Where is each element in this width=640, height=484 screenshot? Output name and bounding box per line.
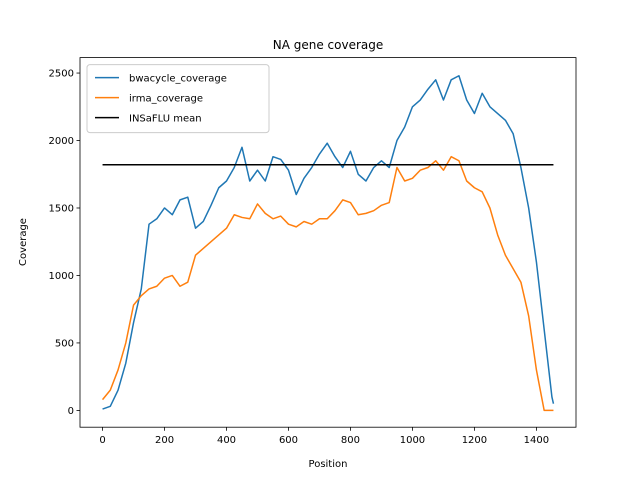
legend-box (86, 64, 270, 134)
y-tick-label: 2500 (49, 69, 74, 80)
y-tick-label: 500 (55, 338, 74, 349)
x-tick-label: 200 (155, 435, 174, 446)
legend-label: bwacycle_coverage (129, 74, 227, 85)
x-tick-label: 1200 (462, 435, 487, 446)
legend-label: irma_coverage (129, 94, 203, 105)
y-tick-label: 1500 (49, 203, 74, 214)
x-tick-label: 400 (217, 435, 236, 446)
x-tick-label: 1000 (400, 435, 425, 446)
x-tick-label: 800 (341, 435, 360, 446)
legend-label: INSaFLU mean (129, 114, 202, 125)
y-tick-label: 1000 (49, 271, 74, 282)
y-tick-label: 2000 (49, 136, 74, 147)
x-axis-label: Position (309, 459, 348, 470)
series-line (102, 75, 555, 410)
chart-title: NA gene coverage (273, 38, 384, 52)
x-tick-label: 600 (279, 435, 298, 446)
plot-frame (79, 57, 577, 428)
series-line (101, 155, 554, 412)
x-tick-label: 1400 (524, 435, 549, 446)
x-tick-label: 0 (99, 435, 105, 446)
y-axis-label: Coverage (18, 218, 29, 266)
y-tick-label: 0 (68, 406, 74, 417)
